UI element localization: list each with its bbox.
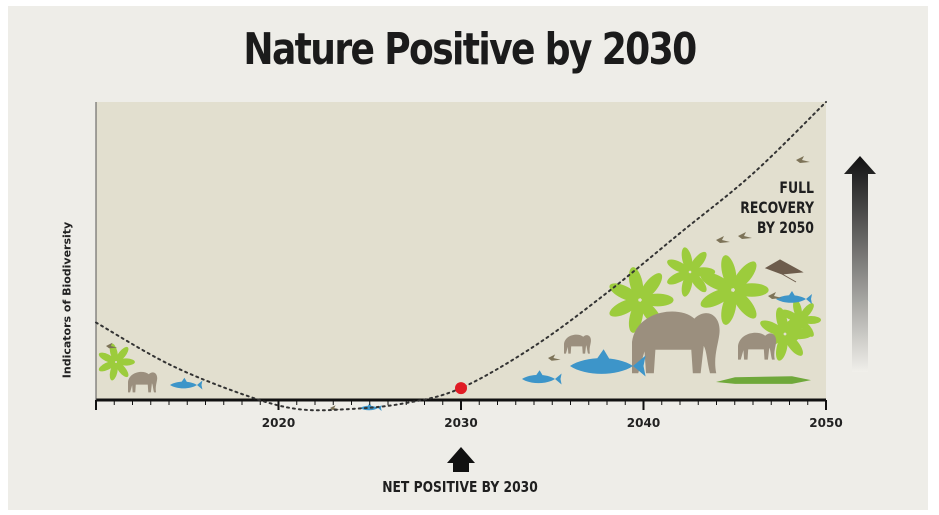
plant-leaf: [799, 303, 814, 320]
bird-icon: [548, 354, 561, 361]
plant-leaf: [628, 267, 644, 299]
manta-ray-icon: [764, 259, 804, 283]
plant-icon: [667, 247, 716, 297]
elephant-body: [564, 334, 591, 354]
plot-area: [96, 102, 826, 400]
full-recovery-line-1: FULL: [779, 178, 814, 197]
plant-leaf: [609, 283, 639, 302]
plant-leaf: [116, 358, 135, 366]
bird-icon: [738, 232, 752, 239]
full-recovery-annotation: FULL RECOVERY BY 2050: [733, 178, 814, 238]
x-tick-label: 2020: [262, 416, 295, 430]
x-tick-label: 2030: [444, 416, 477, 430]
elephant-body: [128, 371, 158, 393]
plant-leaf: [732, 261, 757, 290]
bird-shape: [716, 236, 730, 243]
fish-body: [522, 370, 562, 385]
elephant-icon: [128, 371, 158, 393]
plant-leaf: [780, 319, 800, 331]
plant-leaf: [700, 272, 732, 292]
chart-title: Nature Positive by 2030: [243, 24, 697, 75]
shark-icon: [170, 377, 203, 390]
elephant-body: [738, 332, 777, 360]
shark-icon: [570, 349, 646, 377]
bird-shape: [738, 232, 752, 239]
plant-leaf: [115, 362, 129, 378]
plant-leaf: [700, 288, 732, 308]
plant-leaf: [98, 361, 116, 372]
plant-leaf: [801, 316, 821, 324]
fish-body: [170, 377, 203, 390]
bird-icon: [716, 236, 730, 243]
plant-leaf: [667, 259, 690, 274]
bird-shape: [106, 342, 118, 349]
plant-leaf: [784, 334, 803, 356]
bird-shape: [796, 156, 810, 163]
up-arrow-icon: [447, 447, 475, 472]
fish-body: [776, 291, 812, 304]
shark-icon: [522, 370, 562, 385]
plant-icon: [609, 267, 674, 333]
plant-leaf: [732, 290, 757, 319]
y-axis-label: Indicators of Biodiversity: [60, 221, 74, 379]
fish-body: [570, 349, 646, 377]
full-recovery-line-2: RECOVERY: [740, 198, 814, 217]
x-tick-label: 2050: [809, 416, 842, 430]
up-gradient-arrow-icon: [844, 156, 876, 372]
bird-icon: [768, 292, 782, 299]
plant-leaf: [780, 309, 800, 321]
crocodile-icon: [716, 376, 811, 384]
x-tick-label: 2040: [627, 416, 660, 430]
plant-leaf: [115, 346, 129, 362]
plant-icon: [780, 299, 821, 341]
plant-leaf: [799, 320, 814, 337]
plant-leaf: [793, 299, 803, 320]
elephant-body: [632, 311, 720, 374]
bird-icon: [796, 156, 810, 163]
bird-icon: [330, 405, 340, 411]
plant-leaf: [641, 293, 674, 307]
elephant-icon: [564, 334, 591, 354]
shark-icon: [776, 291, 812, 304]
full-recovery-line-3: BY 2050: [757, 218, 814, 237]
net-positive-annotation: NET POSITIVE BY 2030: [382, 478, 538, 496]
manta-shape: [764, 259, 804, 283]
bird-shape: [330, 405, 340, 411]
bird-shape: [768, 292, 782, 299]
plant-leaf: [760, 320, 785, 336]
plant-leaf: [681, 247, 693, 271]
bird-shape: [548, 354, 561, 361]
plant-leaf: [721, 255, 737, 289]
plant-leaf: [667, 270, 690, 285]
plant-leaf: [98, 352, 116, 363]
plant-icon: [700, 255, 769, 325]
plant-leaf: [639, 273, 663, 300]
plant-leaf: [734, 283, 769, 297]
net-positive-point: [455, 382, 467, 395]
plant-leaf: [689, 251, 707, 272]
crocodile-body: [716, 376, 811, 384]
elephant-icon: [738, 332, 777, 360]
plant-leaf: [609, 298, 639, 317]
plant-leaf: [689, 272, 707, 293]
elephant-icon: [632, 311, 720, 374]
bird-icon: [106, 342, 118, 349]
